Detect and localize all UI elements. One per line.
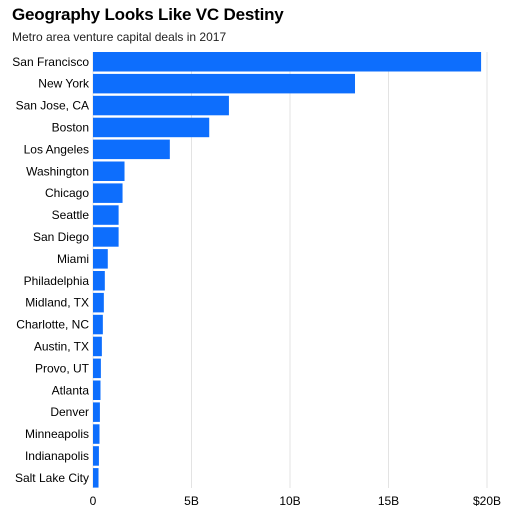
category-label-5: Washington bbox=[26, 164, 89, 178]
chart-title: Geography Looks Like VC Destiny bbox=[12, 5, 284, 24]
x-tick-label-1: 5B bbox=[184, 494, 199, 508]
category-label-6: Chicago bbox=[45, 186, 89, 200]
category-label-15: Atlanta bbox=[52, 383, 90, 397]
category-label-9: Miami bbox=[57, 252, 89, 266]
category-label-1: New York bbox=[38, 77, 90, 91]
category-label-18: Indianapolis bbox=[25, 449, 89, 463]
bar-10 bbox=[93, 271, 105, 291]
category-label-4: Los Angeles bbox=[24, 142, 89, 156]
bar-5 bbox=[93, 161, 125, 181]
bar-6 bbox=[93, 183, 123, 203]
x-tick-label-4: $20B bbox=[473, 494, 501, 508]
bar-13 bbox=[93, 336, 102, 357]
category-label-13: Austin, TX bbox=[34, 339, 89, 353]
bar-18 bbox=[93, 446, 99, 466]
bar-0 bbox=[93, 52, 482, 72]
grid-lines bbox=[92, 52, 488, 488]
bar-8 bbox=[93, 227, 119, 247]
category-labels: San Francisco New York San Jose, CA Boston L… bbox=[12, 55, 90, 485]
category-label-0: San Francisco bbox=[12, 55, 89, 69]
bar-7 bbox=[93, 205, 119, 225]
bar-1 bbox=[93, 73, 356, 94]
bars bbox=[93, 52, 482, 488]
bar-2 bbox=[93, 95, 229, 116]
bar-16 bbox=[93, 402, 100, 422]
bar-17 bbox=[93, 424, 100, 444]
category-label-2: San Jose, CA bbox=[16, 99, 89, 113]
bar-3 bbox=[93, 117, 210, 138]
category-label-8: San Diego bbox=[33, 230, 89, 244]
bar-19 bbox=[93, 468, 99, 488]
x-tick-label-3: 15B bbox=[378, 494, 399, 508]
category-label-10: Philadelphia bbox=[24, 274, 90, 288]
category-label-3: Boston bbox=[52, 120, 89, 134]
bar-14 bbox=[93, 358, 101, 379]
category-label-19: Salt Lake City bbox=[15, 471, 89, 485]
bar-9 bbox=[93, 249, 108, 269]
x-tick-label-0: 0 bbox=[90, 494, 97, 508]
bar-11 bbox=[93, 292, 104, 313]
category-label-11: Midland, TX bbox=[25, 296, 89, 310]
category-label-7: Seattle bbox=[52, 208, 90, 222]
bar-12 bbox=[93, 314, 103, 335]
bar-4 bbox=[93, 139, 170, 160]
category-label-14: Provo, UT bbox=[35, 361, 90, 375]
x-tick-label-2: 10B bbox=[279, 494, 300, 508]
bar-15 bbox=[93, 380, 101, 400]
category-label-16: Denver bbox=[50, 405, 89, 419]
x-axis-ticks: 0 5B 10B 15B $20B bbox=[90, 494, 501, 508]
category-label-12: Charlotte, NC bbox=[16, 318, 89, 332]
chart-subtitle: Metro area venture capital deals in 2017 bbox=[12, 30, 227, 44]
category-label-17: Minneapolis bbox=[25, 427, 89, 441]
